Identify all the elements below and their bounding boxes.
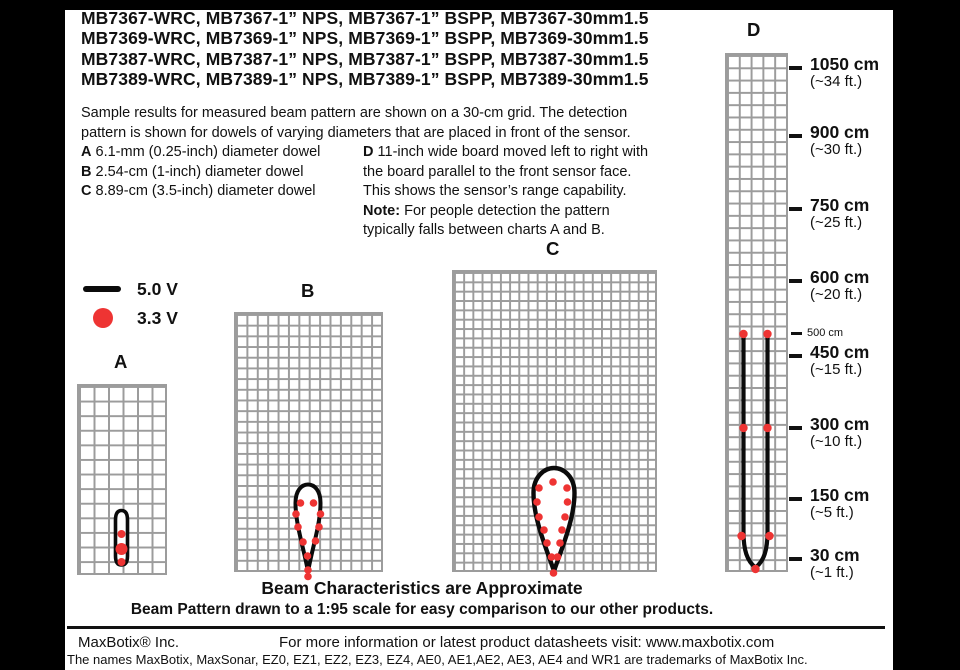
scale-tick-dash xyxy=(789,497,802,501)
scale-tick-dash xyxy=(789,66,802,70)
scale-tick-ft-label: (~15 ft.) xyxy=(810,361,863,378)
legend-5v-line-swatch xyxy=(83,286,121,292)
dowel-item-b: B 2.54-cm (1-inch) diameter dowel xyxy=(81,163,320,183)
dowel-desc: 6.1-mm (0.25-inch) diameter dowel xyxy=(95,144,321,160)
scale-tick-cm-label: 1050 cm xyxy=(810,54,880,74)
scale-tick-cm-label: 750 cm xyxy=(810,195,870,215)
chart-b-grid xyxy=(234,312,383,572)
caption-approximate: Beam Characteristics are Approximate xyxy=(261,578,583,598)
scale-tick-dash xyxy=(789,207,802,211)
dowel-item-a: A 6.1-mm (0.25-inch) diameter dowel xyxy=(81,143,320,163)
scale-tick-dash xyxy=(789,426,802,430)
scale-tick-ft-label: (~30 ft.) xyxy=(810,141,863,158)
footer-company-name: MaxBotix® Inc. xyxy=(78,634,180,651)
chart-b-label: B xyxy=(301,280,315,301)
product-title-line: MB7369-WRC, MB7369-1” NPS, MB7369-1” BSP… xyxy=(81,28,649,49)
dowel-key: C xyxy=(81,183,92,199)
scale-tick-dash xyxy=(789,134,802,138)
board-note-line: This shows the sensor’s range capability… xyxy=(363,182,648,202)
caption-scale-note: Beam Pattern drawn to a 1:95 scale for e… xyxy=(130,601,714,618)
board-note-line: Note: For people detection the pattern xyxy=(363,202,648,222)
dowel-desc: 8.89-cm (3.5-inch) diameter dowel xyxy=(95,183,316,199)
chart-a-label: A xyxy=(114,351,128,372)
intro-paragraph: Sample results for measured beam pattern… xyxy=(81,104,631,143)
product-title-line: MB7389-WRC, MB7389-1” NPS, MB7389-1” BSP… xyxy=(81,68,649,89)
board-note-text: typically falls between charts A and B. xyxy=(363,222,605,238)
scale-tick-ft-label: (~1 ft.) xyxy=(810,564,854,581)
board-note-text: For people detection the pattern xyxy=(400,202,610,219)
scale-tick-cm-label: 300 cm xyxy=(810,414,870,434)
board-note: D 11-inch wide board moved left to right… xyxy=(363,143,648,241)
intro-line: Sample results for measured beam pattern… xyxy=(81,105,628,121)
scale-tick-ft-label: (~25 ft.) xyxy=(810,214,863,231)
scale-tick-cm-label: 450 cm xyxy=(810,342,870,362)
board-note-line: D 11-inch wide board moved left to right… xyxy=(363,143,648,163)
legend-3v-label: 3.3 V xyxy=(137,308,178,328)
legend-3v-dot-swatch xyxy=(93,308,113,328)
dowel-item-c: C 8.89-cm (3.5-inch) diameter dowel xyxy=(81,182,320,202)
scale-tick-dash xyxy=(789,279,802,283)
dowel-key: A xyxy=(81,144,92,160)
board-note-text: 11-inch wide board moved left to right w… xyxy=(373,144,649,160)
board-note-line: typically falls between charts A and B. xyxy=(363,221,648,241)
chart-d-label: D xyxy=(747,19,761,40)
board-note-text: the board parallel to the front sensor f… xyxy=(363,163,632,180)
dowel-desc: 2.54-cm (1-inch) diameter dowel xyxy=(95,163,304,180)
chart-a-grid xyxy=(77,384,167,575)
scale-tick-ft-label: (~10 ft.) xyxy=(810,433,863,450)
legend-5v-label: 5.0 V xyxy=(137,279,178,299)
board-note-text: This shows the sensor’s range capability… xyxy=(363,183,627,199)
board-note-bold: Note: xyxy=(363,202,401,219)
product-title: MB7367-WRC, MB7367-1” NPS, MB7367-1” BSP… xyxy=(81,8,649,89)
board-note-line: the board parallel to the front sensor f… xyxy=(363,163,648,183)
scale-tick-dash xyxy=(789,354,802,358)
scale-tick-dash xyxy=(789,557,802,561)
scale-tick-ft-label: (~5 ft.) xyxy=(810,504,854,521)
footer-trademark-text: The names MaxBotix, MaxSonar, EZ0, EZ1, … xyxy=(67,652,808,667)
scale-tick-cm-label: 600 cm xyxy=(810,267,870,287)
scale-tick-ft-label: (~34 ft.) xyxy=(810,73,863,90)
dowel-list: A 6.1-mm (0.25-inch) diameter dowel B 2.… xyxy=(81,143,320,202)
scale-minor-tick-label: 500 cm xyxy=(807,327,844,339)
footer-info-text: For more information or latest product d… xyxy=(279,634,775,651)
scale-tick-cm-label: 150 cm xyxy=(810,485,870,505)
chart-d-grid xyxy=(725,53,788,572)
intro-line: pattern is shown for dowels of varying d… xyxy=(81,124,631,141)
chart-c-grid xyxy=(452,270,657,572)
board-note-bold: D xyxy=(363,144,374,160)
scale-minor-tick-dash xyxy=(791,332,802,335)
dowel-key: B xyxy=(81,163,92,180)
product-title-line: MB7387-WRC, MB7387-1” NPS, MB7387-1” BSP… xyxy=(81,48,649,69)
product-title-line: MB7367-WRC, MB7367-1” NPS, MB7367-1” BSP… xyxy=(81,8,649,28)
chart-c-label: C xyxy=(546,238,560,259)
scale-tick-cm-label: 30 cm xyxy=(810,545,860,565)
scale-tick-ft-label: (~20 ft.) xyxy=(810,286,863,303)
footer-divider xyxy=(67,626,885,629)
scale-tick-cm-label: 900 cm xyxy=(810,122,870,142)
